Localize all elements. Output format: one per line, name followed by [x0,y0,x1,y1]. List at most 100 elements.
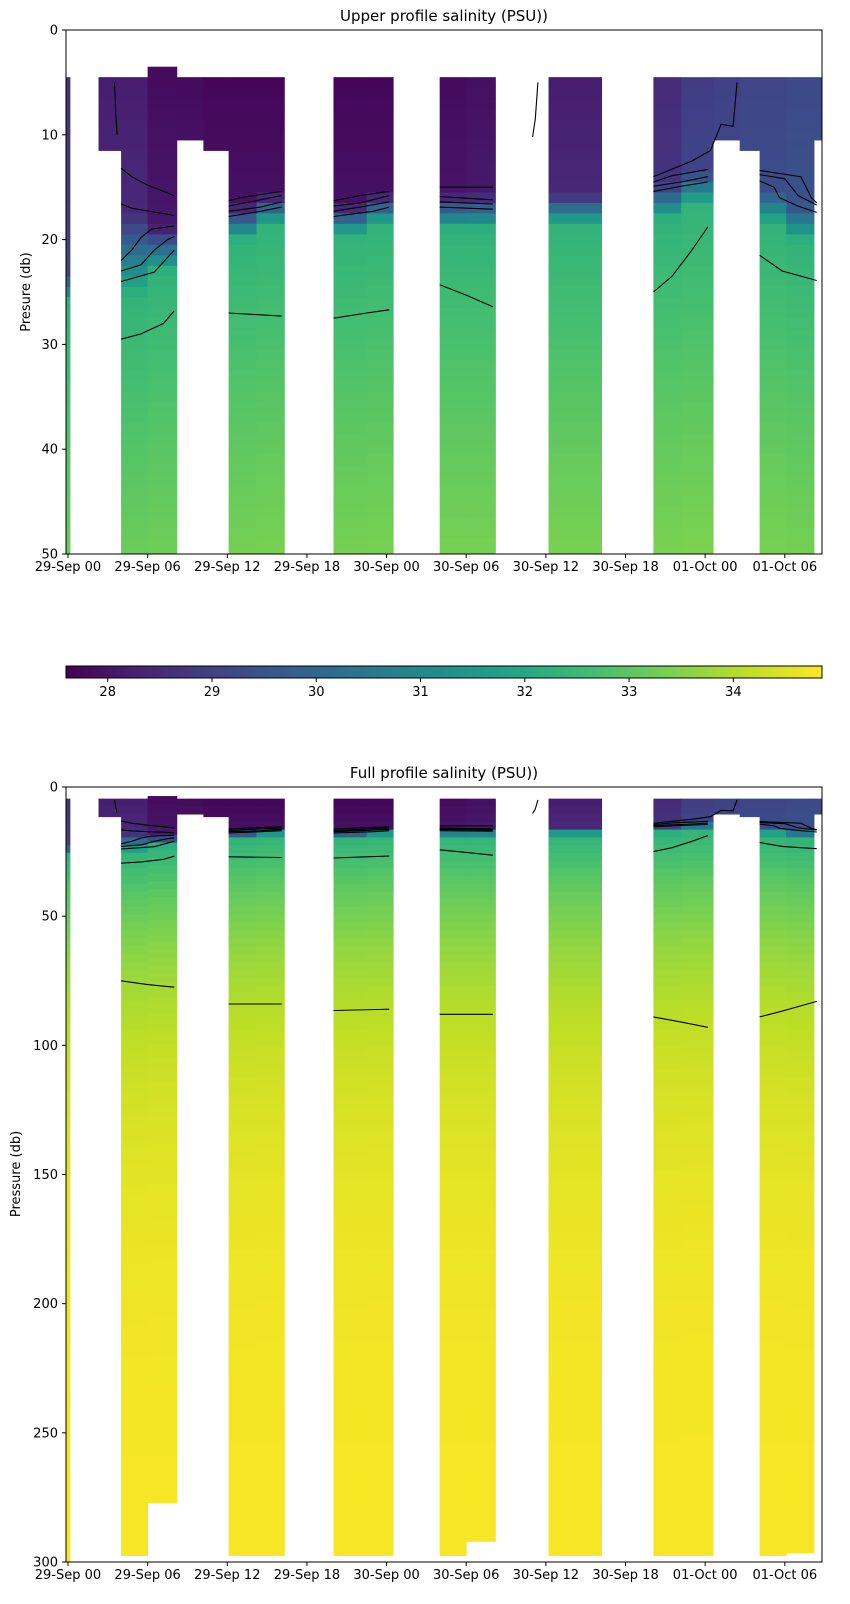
salinity-cell [333,1155,368,1164]
salinity-cell [333,1379,368,1389]
contour-line [759,174,817,206]
salinity-cell [466,907,496,916]
salinity-cell [759,1155,787,1164]
salinity-cell [366,328,394,340]
salinity-cell [681,1069,714,1079]
salinity-cell [256,1286,285,1296]
salinity-cell [66,860,71,869]
salinity-cell [256,1527,285,1536]
contour-line [228,830,282,834]
salinity-cell [121,1348,149,1358]
salinity-cell [759,1465,787,1474]
salinity-cell [256,1069,285,1079]
salinity-cell [66,286,71,298]
salinity-cell [759,496,787,508]
salinity-cell [228,517,257,529]
salinity-cell [786,423,815,434]
salinity-cell [203,129,230,141]
salinity-cell [681,1170,714,1179]
salinity-cell [333,1302,368,1311]
salinity-cell [786,1093,815,1102]
salinity-cell [366,1542,394,1551]
salinity-cell [121,1550,149,1556]
salinity-cell [759,391,787,403]
salinity-cell [759,339,787,351]
salinity-cell [333,969,368,978]
salinity-cell [333,1333,368,1342]
salinity-cell [759,1054,787,1063]
salinity-cell [548,976,603,986]
salinity-cell [786,1410,815,1420]
salinity-cell [256,213,285,225]
salinity-cell [653,360,682,371]
salinity-cell [759,1550,787,1556]
salinity-cell [228,527,257,539]
salinity-cell [147,1113,178,1122]
salinity-cell [466,1503,496,1513]
salinity-cell [366,255,394,267]
salinity-cell [121,1209,149,1218]
salinity-cell [466,1410,496,1420]
upper-chart: Upper profile salinity (PSU)) 29-Sep 00 2… [19,7,823,575]
salinity-cell [228,328,257,340]
y-tick-label: 200 [33,1297,58,1312]
salinity-cell [466,1286,496,1296]
salinity-cell [759,1434,787,1443]
salinity-cell [333,907,368,916]
salinity-cell [203,87,230,99]
salinity-cell [121,1031,149,1040]
salinity-cell [147,834,178,843]
salinity-cell [66,891,71,900]
salinity-cell [653,213,682,225]
salinity-cell [203,108,230,120]
salinity-cell [466,538,496,550]
salinity-cell [333,548,368,554]
salinity-cell [256,527,285,539]
salinity-cell [548,1372,603,1381]
salinity-cell [256,1410,285,1420]
salinity-cell [228,1441,257,1451]
salinity-cell [333,433,368,445]
salinity-cell [653,1062,682,1071]
salinity-cell [548,171,603,183]
contour-line [228,827,282,831]
salinity-cell [228,1534,257,1544]
salinity-cell [147,997,178,1006]
salinity-cell [366,821,394,831]
profile-column [366,77,394,554]
salinity-cell [147,1222,178,1231]
salinity-cell [681,286,714,298]
salinity-cell [147,889,178,898]
salinity-cell [66,1472,71,1482]
salinity-cell [147,129,178,141]
contour-line [759,841,817,850]
salinity-cell [548,129,603,141]
salinity-cell [786,181,815,193]
salinity-cell [366,1534,394,1544]
salinity-cell [66,213,71,225]
salinity-cell [439,1139,467,1148]
salinity-cell [439,891,467,900]
salinity-cell [466,914,496,924]
salinity-cell [681,1395,714,1404]
salinity-cell [333,234,368,246]
salinity-cell [548,140,603,151]
salinity-cell [333,1162,368,1172]
salinity-cell [366,391,394,403]
salinity-cell [439,129,467,141]
salinity-cell [759,891,787,900]
salinity-cell [548,517,603,529]
salinity-cell [439,1240,467,1249]
salinity-cell [228,1108,257,1117]
salinity-cell [66,1201,71,1210]
salinity-cell [256,391,285,403]
salinity-cell [256,1294,285,1303]
salinity-cell [121,1333,149,1342]
salinity-cell [759,223,787,235]
contour-line [120,310,175,340]
salinity-cell [739,87,761,99]
salinity-cell [713,798,741,807]
salinity-cell [653,992,682,1001]
salinity-cell [786,976,815,986]
salinity-cell [66,1139,71,1148]
